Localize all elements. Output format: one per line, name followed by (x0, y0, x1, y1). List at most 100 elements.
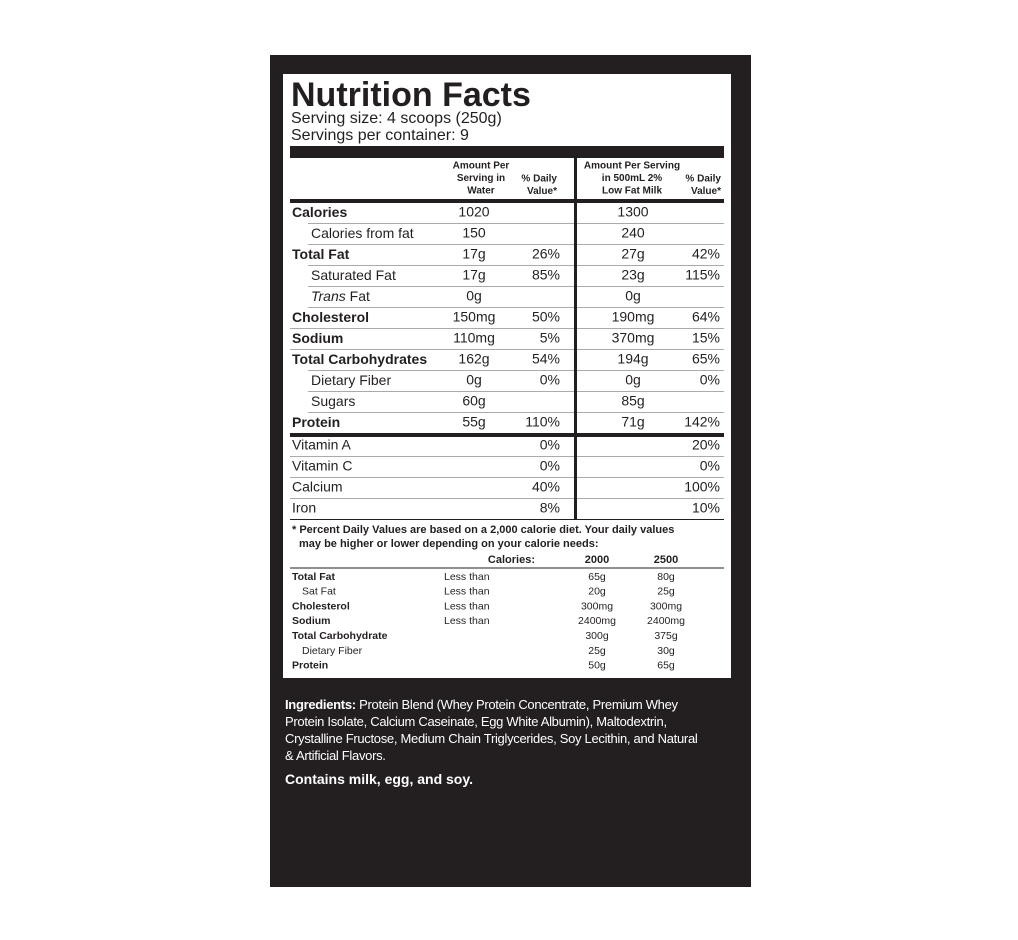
nutrient-value: 115% (685, 267, 720, 283)
nutrient-label: Protein (292, 414, 340, 430)
dv-value: 65g (588, 571, 606, 583)
nutrient-value: 17g (462, 246, 485, 262)
column-header: in 500mL 2% (602, 173, 663, 184)
nutrient-label: Sodium (292, 330, 343, 346)
dv-value: 300mg (581, 600, 613, 612)
dv-limit: Less than (444, 571, 490, 583)
dv-value: 375g (654, 630, 678, 642)
column-header: Amount Per Serving (584, 161, 680, 172)
nutrient-value: 71g (621, 414, 644, 430)
nutrient-value: 23g (621, 267, 644, 283)
column-header: Low Fat Milk (602, 186, 662, 197)
vitamin-value: 8% (540, 500, 560, 516)
footnote: may be higher or lower depending on your… (299, 538, 599, 550)
dv-name: Dietary Fiber (302, 645, 363, 657)
dv-header: 2000 (585, 554, 609, 566)
nutrient-label-italic: Trans (311, 288, 346, 304)
nutrient-value: 50% (532, 309, 560, 325)
dv-value: 2400mg (647, 615, 685, 627)
dv-name: Protein (292, 660, 328, 672)
nutrient-value: 110% (525, 414, 560, 430)
column-header: % Daily (685, 174, 721, 185)
nutrient-label-text: Total Fat (292, 246, 350, 262)
nutrient-value: 150mg (453, 309, 496, 325)
nutrient-value: 85g (621, 393, 644, 409)
nutrient-label-text: Calories (292, 204, 347, 220)
vitamin-value: 40% (532, 479, 560, 495)
nutrient-value: 0% (540, 372, 560, 388)
label-box (283, 74, 731, 678)
nutrient-value: 55g (462, 414, 485, 430)
dv-value: 65g (657, 660, 675, 672)
nutrient-value: 0g (625, 288, 641, 304)
servings-per-container: Servings per container: 9 (291, 127, 469, 144)
nutrient-value: 162g (458, 351, 489, 367)
nutrient-value: 0g (466, 288, 482, 304)
column-divider (574, 158, 577, 520)
nutrient-value: 142% (684, 414, 720, 430)
dv-value: 20g (588, 586, 606, 598)
column-header: % Daily (521, 174, 557, 185)
vitamin-label: Vitamin C (292, 458, 352, 474)
ingredients: Ingredients: Protein Blend (Whey Protein… (285, 696, 705, 764)
nutrient-label-text: Sugars (311, 393, 355, 409)
nutrient-label: Sugars (311, 393, 355, 409)
nutrient-value: 54% (532, 351, 560, 367)
dv-header: 2500 (654, 554, 678, 566)
nutrient-value: 0% (700, 372, 720, 388)
dv-limit: Less than (444, 615, 490, 627)
nutrient-label-text: Fat (350, 288, 370, 304)
footnote: * Percent Daily Values are based on a 2,… (292, 524, 674, 536)
vitamin-label: Calcium (292, 479, 343, 495)
dv-value: 80g (657, 571, 675, 583)
vitamin-value: 100% (684, 479, 720, 495)
allergens: Contains milk, egg, and soy. (285, 771, 473, 787)
nutrient-value: 0g (625, 372, 641, 388)
dv-value: 300g (585, 630, 609, 642)
column-header: Water (467, 186, 495, 197)
nutrient-label-text: Saturated Fat (311, 267, 396, 283)
nutrient-value: 0g (466, 372, 482, 388)
vitamin-value: 0% (540, 458, 560, 474)
serving-size: Serving size: 4 scoops (250g) (291, 110, 502, 127)
vitamin-value: 0% (540, 437, 560, 453)
dv-name: Total Carbohydrate (292, 630, 388, 642)
nutrient-label: Total Carbohydrates (292, 351, 427, 367)
ingredients-label: Ingredients: (285, 697, 356, 712)
dv-value: 30g (657, 645, 675, 657)
title: Nutrition Facts (291, 76, 531, 114)
nutrient-value: 240 (621, 225, 645, 241)
nutrient-label: Calories (292, 204, 347, 220)
vitamin-value: 10% (692, 500, 720, 516)
nutrient-value: 17g (462, 267, 485, 283)
nutrient-value: 110mg (453, 330, 495, 346)
nutrient-label-text: Cholesterol (292, 309, 369, 325)
nutrient-label: Saturated Fat (311, 267, 396, 283)
nutrient-value: 27g (621, 246, 644, 262)
nutrient-value: 65% (692, 351, 720, 367)
nutrient-value: 370mg (612, 330, 655, 346)
thick-rule (290, 199, 724, 203)
nutrient-value: 15% (692, 330, 720, 346)
nutrient-value: 150 (462, 225, 486, 241)
dv-value: 25g (657, 586, 675, 598)
nutrient-label-text: Calories from fat (311, 225, 414, 241)
thick-rule (290, 433, 724, 437)
vitamin-value: 0% (700, 458, 720, 474)
dv-value: 2400mg (578, 615, 616, 627)
nutrient-value: 1020 (458, 204, 489, 220)
dv-value: 50g (588, 660, 606, 672)
nutrient-label: Total Fat (292, 246, 350, 262)
vitamin-label: Iron (292, 500, 316, 516)
nutrient-value: 60g (462, 393, 485, 409)
column-header: Amount Per (453, 161, 510, 172)
dv-name: Sodium (292, 615, 331, 627)
ingredients-text: Protein Blend (Whey Protein Concentrate,… (285, 697, 698, 763)
vitamin-label: Vitamin A (292, 437, 352, 453)
nutrient-value: 42% (692, 246, 720, 262)
nutrient-label-text: Sodium (292, 330, 343, 346)
dv-value: 300mg (650, 600, 682, 612)
column-header: Serving in (457, 173, 505, 184)
